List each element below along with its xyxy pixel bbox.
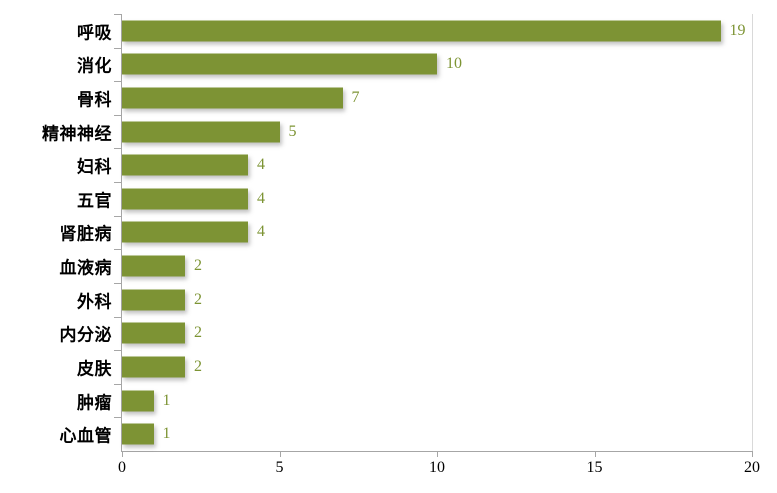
- category-label: 呼吸: [77, 23, 112, 43]
- x-axis-tick-label: 20: [744, 459, 760, 476]
- category-label: 五官: [77, 191, 112, 211]
- plot-frame-top: [122, 13, 752, 14]
- x-axis-tick-label: 0: [118, 459, 126, 476]
- bar-container: [122, 423, 154, 445]
- bar-container: [122, 154, 248, 176]
- table-row: 消化 10: [0, 47, 777, 82]
- bar: [122, 188, 248, 210]
- bar-container: [122, 356, 185, 378]
- category-label: 精神神经: [42, 124, 112, 144]
- bar: [122, 423, 154, 445]
- table-row: 骨科 7: [0, 81, 777, 115]
- bar-container: [122, 53, 437, 75]
- bar: [122, 255, 185, 277]
- table-row: 肿瘤 1: [0, 383, 777, 418]
- bar-value-label: 2: [194, 257, 202, 275]
- y-axis-tick: [114, 182, 121, 184]
- category-label: 骨科: [77, 90, 112, 110]
- bar-value-label: 4: [257, 189, 265, 207]
- table-row: 皮肤 2: [0, 350, 777, 384]
- y-axis-tick: [114, 215, 121, 217]
- bar: [122, 20, 721, 42]
- y-axis-tick: [114, 249, 121, 251]
- bar-container: [122, 20, 721, 42]
- y-axis-tick: [114, 383, 121, 385]
- y-axis-tick: [114, 81, 121, 83]
- table-row: 血液病 2: [0, 249, 777, 283]
- bar-value-label: 19: [729, 21, 746, 39]
- y-axis-tick: [114, 47, 121, 49]
- x-axis-tick: [437, 451, 438, 457]
- x-axis-tick-label: 10: [429, 459, 445, 476]
- y-axis-tick: [114, 417, 121, 419]
- category-label: 消化: [77, 56, 112, 76]
- category-label: 内分泌: [59, 325, 112, 345]
- table-row: 内分泌 2: [0, 316, 777, 351]
- bar-container: [122, 289, 185, 311]
- bar: [122, 221, 248, 243]
- y-axis-tick: [114, 148, 121, 150]
- bar-value-label: 2: [194, 324, 202, 342]
- bar-value-label: 5: [288, 122, 297, 140]
- bar-container: [122, 221, 248, 243]
- bar: [122, 87, 343, 109]
- y-axis-tick: [114, 14, 121, 15]
- x-axis-tick: [122, 451, 123, 457]
- x-axis-tick-label: 15: [586, 459, 603, 476]
- x-axis-tick: [594, 451, 596, 457]
- bar-value-label: 10: [446, 55, 462, 73]
- bar-value-label: 1: [162, 391, 171, 409]
- table-row: 外科 2: [0, 282, 777, 317]
- bar-container: [122, 255, 185, 277]
- x-axis-tick-label: 5: [275, 459, 284, 476]
- table-row: 肾脏病 4: [0, 215, 777, 250]
- bar-value-label: 1: [162, 425, 171, 443]
- y-axis-tick: [114, 114, 121, 116]
- plot-frame-right: [752, 14, 753, 451]
- x-axis-tick: [279, 451, 281, 457]
- x-axis-tick: [752, 451, 753, 457]
- category-label: 肾脏病: [59, 224, 112, 244]
- bar: [122, 289, 185, 311]
- bar-value-label: 4: [257, 156, 265, 174]
- table-row: 呼吸 19: [0, 14, 777, 48]
- table-row: 心血管 1: [0, 417, 777, 451]
- bar-container: [122, 121, 280, 143]
- y-axis-line: [121, 14, 122, 451]
- table-row: 五官 4: [0, 182, 777, 216]
- bar: [122, 390, 154, 412]
- bar-container: [122, 322, 185, 344]
- bar: [122, 154, 248, 176]
- category-label: 肿瘤: [77, 393, 112, 413]
- bar: [122, 322, 185, 344]
- bar-value-label: 2: [194, 357, 202, 375]
- category-label: 心血管: [59, 426, 112, 446]
- y-axis-tick: [114, 282, 121, 284]
- bar: [122, 121, 280, 143]
- bar-value-label: 4: [257, 223, 265, 241]
- bar-value-label: 7: [351, 89, 360, 107]
- bar-container: [122, 87, 343, 109]
- category-label: 外科: [77, 292, 112, 312]
- bar: [122, 53, 437, 75]
- y-axis-tick: [114, 350, 121, 352]
- table-row: 精神神经 5: [0, 114, 777, 149]
- y-axis-tick: [114, 316, 121, 318]
- category-label: 皮肤: [77, 359, 112, 379]
- bar-container: [122, 188, 248, 210]
- category-label: 妇科: [77, 157, 112, 177]
- bar-container: [122, 390, 154, 412]
- bar: [122, 356, 185, 378]
- table-row: 妇科 4: [0, 148, 777, 182]
- bar-value-label: 2: [194, 290, 202, 308]
- category-label: 血液病: [59, 258, 112, 278]
